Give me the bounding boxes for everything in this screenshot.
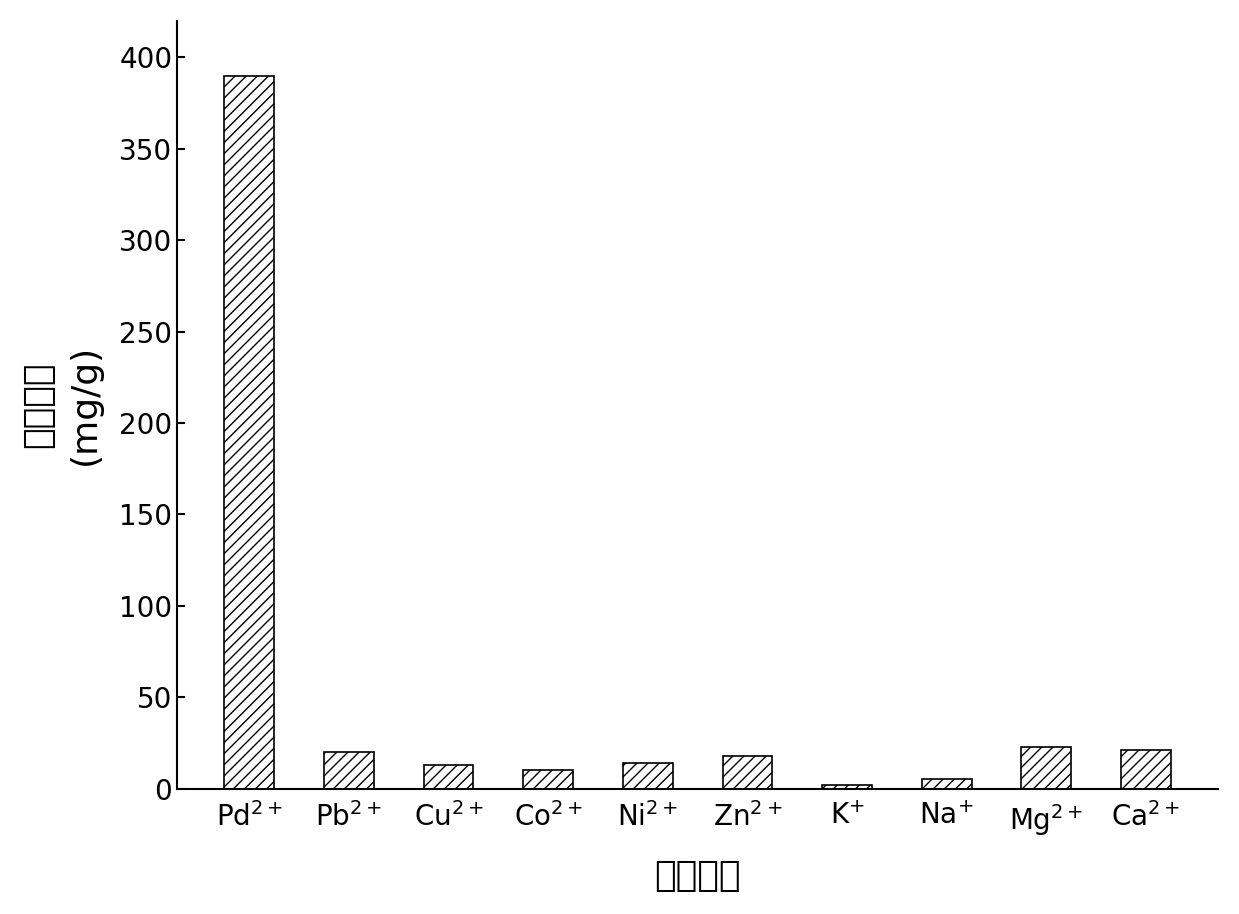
Bar: [1121, 750, 1171, 789]
Bar: [325, 752, 374, 789]
Bar: [224, 76, 274, 789]
Bar: [722, 756, 772, 789]
Bar: [523, 771, 574, 789]
Bar: [823, 785, 872, 789]
Bar: [623, 763, 673, 789]
Bar: [424, 765, 473, 789]
Bar: [922, 780, 971, 789]
X-axis label: 金属离子: 金属离子: [654, 859, 741, 893]
Bar: [1021, 747, 1072, 789]
Y-axis label: 吸附容量
(mg/g): 吸附容量 (mg/g): [21, 345, 103, 465]
